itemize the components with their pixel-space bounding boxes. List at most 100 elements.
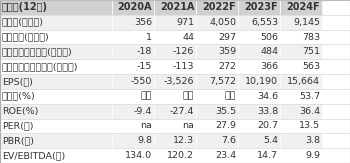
Text: 7.6: 7.6 — [221, 136, 236, 145]
Text: 20.7: 20.7 — [257, 121, 278, 130]
Bar — [196, 89, 238, 104]
Bar — [280, 133, 322, 148]
Bar — [0, 15, 112, 30]
Bar — [154, 89, 196, 104]
Text: na: na — [140, 121, 152, 130]
Bar — [196, 74, 238, 89]
Bar — [112, 44, 154, 59]
Text: 지배주주지분순이익(십억원): 지배주주지분순이익(십억원) — [2, 62, 78, 71]
Text: 120.2: 120.2 — [167, 151, 194, 160]
Bar — [280, 89, 322, 104]
Bar — [238, 148, 280, 163]
Text: 결산기(12월): 결산기(12월) — [2, 2, 48, 12]
Bar — [112, 0, 154, 15]
Bar — [0, 0, 112, 15]
Bar — [280, 15, 322, 30]
Text: 적지: 적지 — [183, 92, 194, 101]
Bar — [196, 15, 238, 30]
Bar — [238, 30, 280, 44]
Bar — [196, 30, 238, 44]
Text: EPS(원): EPS(원) — [2, 77, 33, 86]
Bar — [238, 104, 280, 119]
Bar — [154, 74, 196, 89]
Bar — [0, 89, 112, 104]
Text: -15: -15 — [137, 62, 152, 71]
Text: 2021A: 2021A — [160, 2, 194, 12]
Text: 2022F: 2022F — [203, 2, 236, 12]
Bar — [112, 30, 154, 44]
Text: ROE(%): ROE(%) — [2, 107, 38, 116]
Bar — [154, 59, 196, 74]
Text: -126: -126 — [173, 47, 194, 56]
Bar — [154, 104, 196, 119]
Bar — [0, 148, 112, 163]
Bar — [0, 44, 112, 59]
Bar — [280, 104, 322, 119]
Text: 4,050: 4,050 — [209, 18, 236, 27]
Bar — [196, 0, 238, 15]
Bar — [280, 148, 322, 163]
Bar — [0, 30, 112, 44]
Text: 23.4: 23.4 — [215, 151, 236, 160]
Bar — [196, 133, 238, 148]
Bar — [238, 15, 280, 30]
Text: 13.5: 13.5 — [299, 121, 320, 130]
Bar — [280, 74, 322, 89]
Bar — [0, 59, 112, 74]
Text: -113: -113 — [173, 62, 194, 71]
Text: 증감률(%): 증감률(%) — [2, 92, 35, 101]
Text: 44: 44 — [182, 33, 194, 42]
Bar — [238, 0, 280, 15]
Text: -27.4: -27.4 — [170, 107, 194, 116]
Text: 134.0: 134.0 — [125, 151, 152, 160]
Bar — [196, 119, 238, 133]
Bar — [196, 59, 238, 74]
Bar — [154, 30, 196, 44]
Text: -550: -550 — [131, 77, 152, 86]
Text: 272: 272 — [218, 62, 236, 71]
Text: -3,526: -3,526 — [164, 77, 194, 86]
Text: 10,190: 10,190 — [245, 77, 278, 86]
Text: 971: 971 — [176, 18, 194, 27]
Text: 297: 297 — [218, 33, 236, 42]
Bar — [112, 148, 154, 163]
Text: 2024F: 2024F — [287, 2, 320, 12]
Text: 506: 506 — [260, 33, 278, 42]
Text: 366: 366 — [260, 62, 278, 71]
Text: 5.4: 5.4 — [263, 136, 278, 145]
Bar — [112, 15, 154, 30]
Text: 매출액(십억원): 매출액(십억원) — [2, 18, 44, 27]
Text: 751: 751 — [302, 47, 320, 56]
Text: PBR(배): PBR(배) — [2, 136, 34, 145]
Bar — [154, 15, 196, 30]
Bar — [238, 133, 280, 148]
Text: 3.8: 3.8 — [305, 136, 320, 145]
Bar — [0, 104, 112, 119]
Bar — [238, 44, 280, 59]
Bar — [280, 30, 322, 44]
Text: 33.8: 33.8 — [257, 107, 278, 116]
Text: 34.6: 34.6 — [257, 92, 278, 101]
Text: 14.7: 14.7 — [257, 151, 278, 160]
Bar — [238, 119, 280, 133]
Bar — [238, 74, 280, 89]
Bar — [112, 119, 154, 133]
Text: 783: 783 — [302, 33, 320, 42]
Text: 484: 484 — [260, 47, 278, 56]
Text: 35.5: 35.5 — [215, 107, 236, 116]
Bar — [196, 104, 238, 119]
Text: 7,572: 7,572 — [209, 77, 236, 86]
Bar — [154, 148, 196, 163]
Text: 2023F: 2023F — [245, 2, 278, 12]
Bar — [154, 0, 196, 15]
Bar — [154, 119, 196, 133]
Bar — [238, 89, 280, 104]
Bar — [154, 133, 196, 148]
Bar — [112, 74, 154, 89]
Text: 53.7: 53.7 — [299, 92, 320, 101]
Bar — [112, 89, 154, 104]
Bar — [196, 44, 238, 59]
Text: na: na — [182, 121, 194, 130]
Text: 9.8: 9.8 — [137, 136, 152, 145]
Text: 36.4: 36.4 — [299, 107, 320, 116]
